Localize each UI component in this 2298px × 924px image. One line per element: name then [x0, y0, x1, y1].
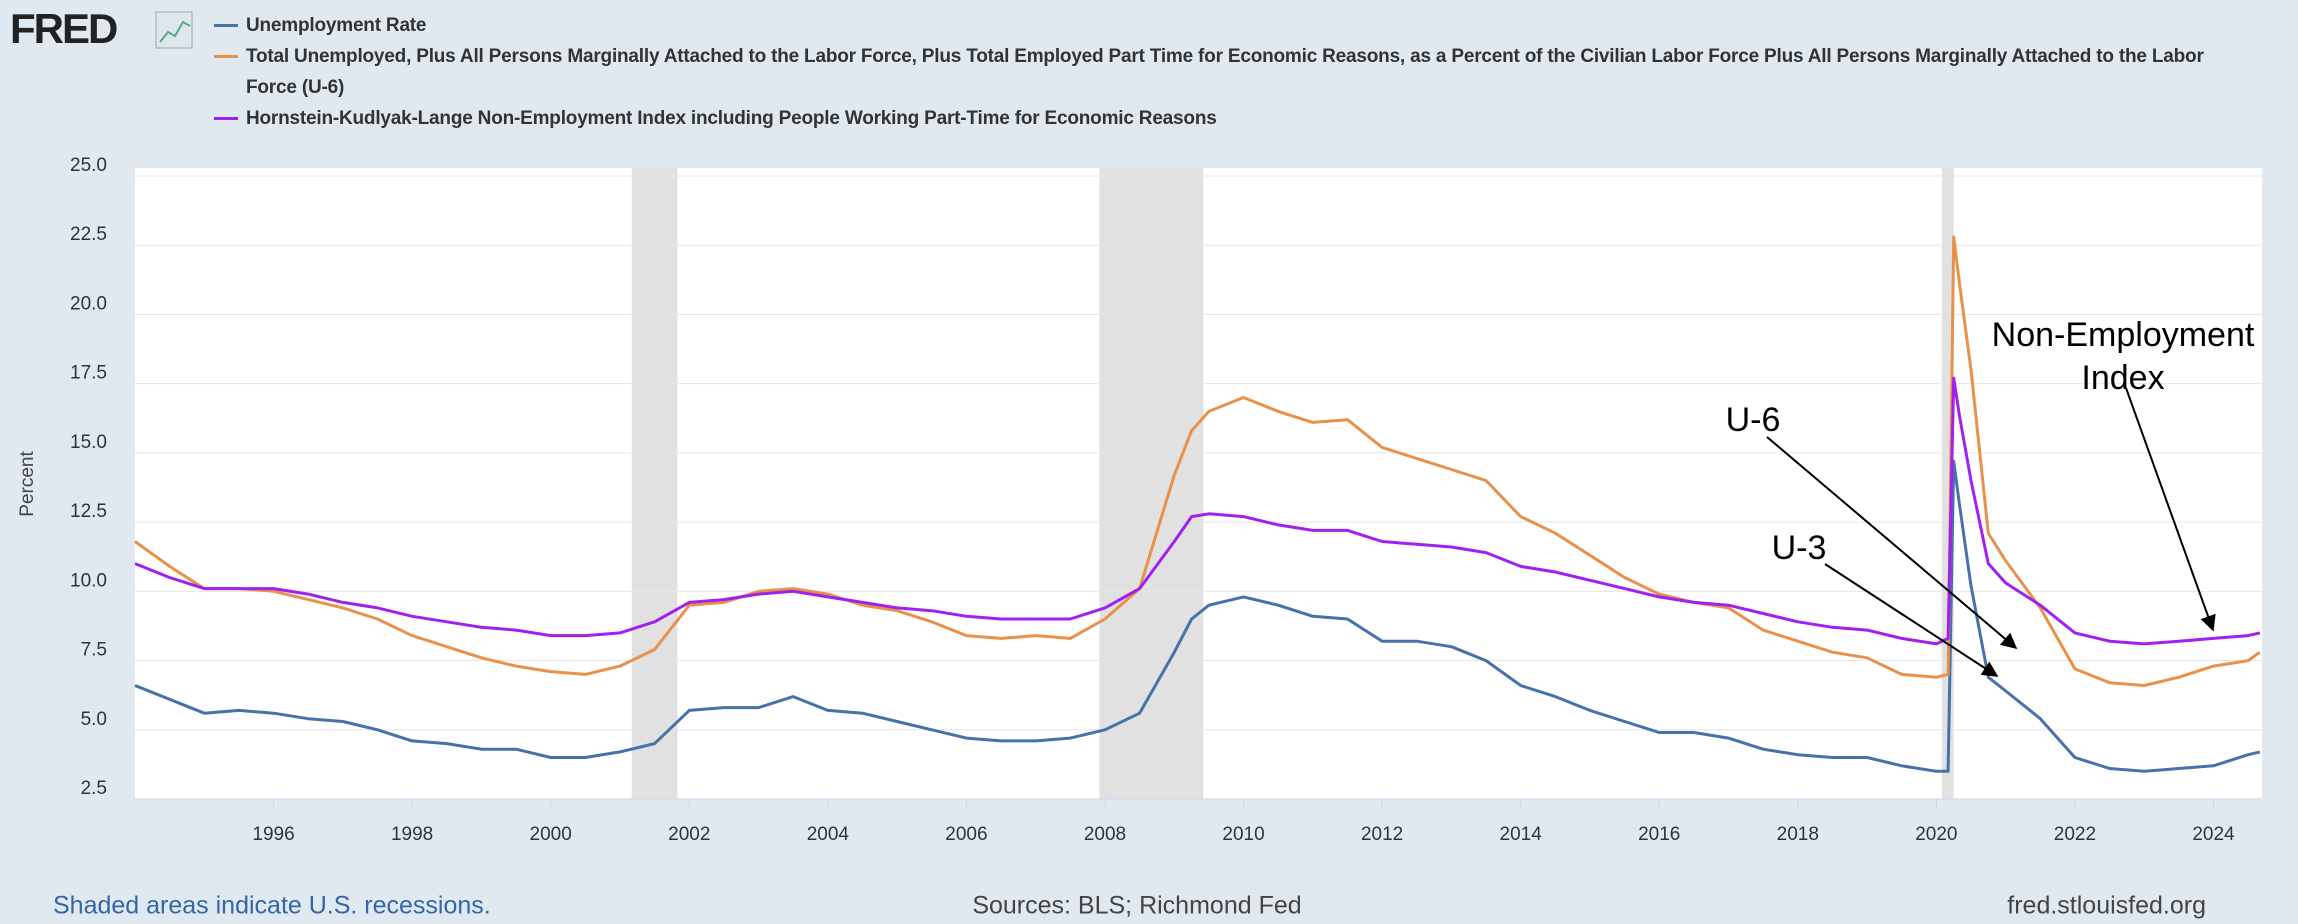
annotation-text: Index — [2081, 359, 2164, 397]
x-tick-label: 2012 — [1361, 824, 1403, 845]
legend-swatch — [214, 24, 238, 27]
y-axis-label: Percent — [17, 451, 38, 517]
y-tick-label: 25.0 — [70, 155, 107, 176]
plot-area — [134, 168, 2262, 800]
legend-label: Unemployment Rate — [246, 15, 427, 36]
y-tick-label: 5.0 — [81, 709, 107, 730]
legend-label: Hornstein-Kudlyak-Lange Non-Employment I… — [246, 108, 1217, 129]
x-tick-label: 2020 — [1915, 824, 1957, 845]
logo: FRED — [10, 5, 117, 52]
recession-band — [631, 168, 678, 799]
x-tick-label: 2008 — [1084, 824, 1126, 845]
legend-item[interactable]: Unemployment Rate — [214, 10, 2244, 41]
x-tick-label: 2022 — [2054, 824, 2096, 845]
x-tick-label: 2014 — [1500, 824, 1543, 845]
x-tick-label: 2006 — [945, 824, 987, 845]
legend-item[interactable]: Hornstein-Kudlyak-Lange Non-Employment I… — [214, 103, 2244, 134]
annotation-arrow — [2125, 387, 2216, 632]
legend-label: Total Unemployed, Plus All Persons Margi… — [246, 46, 2204, 98]
annotation-text: Non-Employment — [1992, 316, 2255, 354]
recession-band — [1941, 168, 1954, 799]
x-tick-label: 2018 — [1777, 824, 1819, 845]
y-tick-label: 7.5 — [81, 640, 107, 661]
x-tick-label: 2002 — [668, 824, 710, 845]
recession-note: Shaded areas indicate U.S. recessions. — [53, 892, 491, 920]
legend: Unemployment Rate Total Unemployed, Plus … — [214, 10, 2244, 134]
series-line — [134, 459, 2261, 773]
series-line — [134, 235, 2261, 687]
x-tick-label: 2024 — [2192, 824, 2235, 845]
x-tick-label: 1998 — [391, 824, 433, 845]
logo-icon — [155, 11, 193, 49]
y-tick-label: 12.5 — [70, 501, 107, 522]
legend-swatch — [214, 55, 238, 58]
x-tick-label: 2000 — [530, 824, 572, 845]
source: Sources: BLS; Richmond Fed — [972, 892, 1301, 920]
annotation-arrow — [1766, 436, 2018, 650]
site: fred.stlouisfed.org — [2007, 892, 2206, 920]
x-tick-label: 2016 — [1638, 824, 1680, 845]
y-tick-label: 17.5 — [70, 363, 107, 384]
annotation-text: U-3 — [1772, 529, 1827, 567]
annotation-arrow — [1824, 563, 1999, 677]
logo-icon-line — [159, 20, 191, 43]
y-tick-label: 10.0 — [70, 570, 107, 591]
legend-item[interactable]: Total Unemployed, Plus All Persons Margi… — [214, 41, 2244, 103]
recession-band — [1099, 168, 1204, 799]
x-tick-label: 2004 — [807, 824, 850, 845]
y-tick-label: 20.0 — [70, 293, 107, 314]
legend-swatch — [214, 117, 238, 120]
y-tick-label: 2.5 — [81, 778, 107, 799]
series-line — [134, 376, 2261, 646]
y-tick-label: 22.5 — [70, 224, 107, 245]
y-tick-label: 15.0 — [70, 432, 107, 453]
x-tick-label: 1996 — [252, 824, 294, 845]
annotation-text: U-6 — [1726, 401, 1781, 439]
x-tick-label: 2010 — [1222, 824, 1264, 845]
